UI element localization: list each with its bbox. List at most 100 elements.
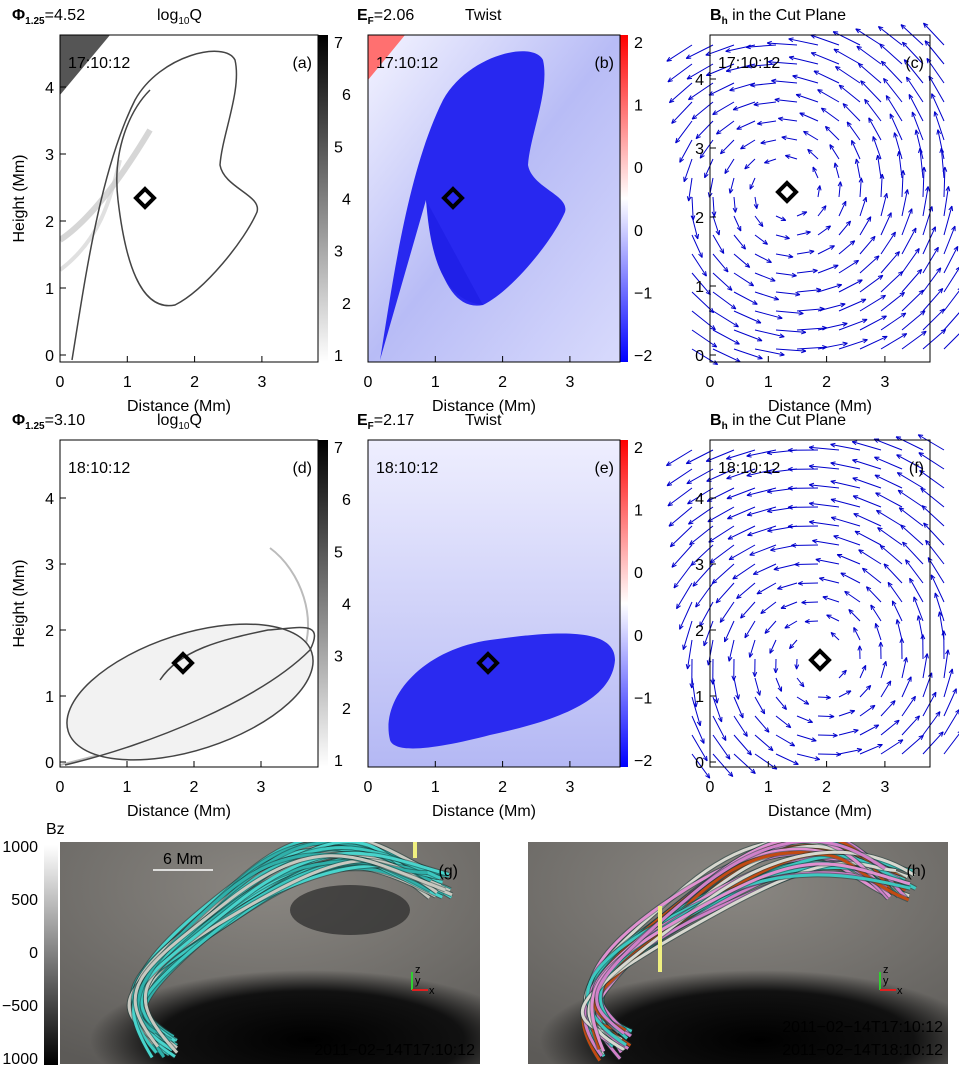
arrow-head — [766, 450, 773, 456]
arrow-head — [879, 173, 885, 179]
colorbar-tick-label: −1 — [634, 690, 652, 707]
arrow-head — [917, 434, 924, 440]
arrow-head — [764, 159, 770, 164]
vector-arrow — [675, 120, 693, 144]
arrow-head — [936, 267, 942, 273]
axis-triad-g — [411, 972, 428, 991]
vector-arrow — [756, 582, 777, 595]
arrow-head — [788, 55, 795, 61]
arrow-head — [756, 690, 761, 696]
vector-arrow — [901, 676, 912, 698]
title-subscript: 1.25 — [25, 16, 45, 27]
arrow-head — [744, 632, 750, 639]
vector-arrow — [720, 139, 735, 155]
vector-arrow — [749, 177, 756, 190]
vector-arrow — [830, 632, 840, 641]
arrow-head — [711, 342, 718, 348]
vector-arrow — [875, 623, 882, 641]
vector-arrow — [803, 130, 819, 141]
arrow-head — [861, 567, 868, 573]
colorbar-tick-label: 7 — [334, 35, 343, 52]
arrow-head — [728, 771, 734, 777]
arrow-head — [856, 747, 863, 753]
arrow-head — [770, 547, 776, 552]
y-tick-label: 3 — [45, 557, 54, 574]
vector-arrow — [943, 267, 959, 293]
arrow-head — [784, 154, 791, 160]
arrow-head — [808, 501, 815, 507]
x-tick-label: 2 — [822, 779, 831, 796]
vector-arrow — [880, 700, 896, 717]
arrow-head — [666, 481, 673, 487]
vector-arrow — [877, 155, 882, 179]
panel-quantity: log10Q — [157, 412, 202, 432]
arrow-head — [853, 627, 858, 633]
arrow-head — [858, 549, 864, 555]
x-tick-label: 2 — [498, 779, 507, 796]
vector-arrow — [880, 719, 900, 736]
vector-arrow — [815, 558, 840, 565]
arrow-head — [762, 239, 768, 245]
vector-arrow — [711, 563, 735, 584]
colorbar-tick-label: 0 — [634, 565, 643, 582]
x-tick-label: 0 — [706, 374, 715, 391]
arrow-head — [830, 479, 836, 485]
arrow-head — [801, 211, 808, 216]
vector-arrow — [796, 327, 827, 331]
arrow-head — [825, 695, 831, 700]
vector-arrow — [775, 734, 795, 747]
arrow-head — [813, 70, 819, 76]
arrow-head — [756, 336, 763, 342]
vector-arrow — [726, 449, 756, 460]
arrow-head — [854, 530, 861, 536]
vector-arrow — [862, 567, 882, 584]
panel-h-image — [528, 842, 948, 1064]
vector-arrow — [775, 753, 799, 765]
colorbar-tick-label: 1 — [334, 348, 343, 365]
vector-arrow — [775, 272, 797, 277]
arrow-head — [781, 704, 787, 710]
y-tick-label: 2 — [45, 623, 54, 640]
vector-arrow — [754, 677, 761, 696]
arrow-head — [746, 492, 752, 497]
y-tick-label: 3 — [695, 141, 704, 158]
quantity-main: Twist — [465, 412, 502, 429]
vector-arrow — [930, 574, 945, 603]
arrow-head — [793, 760, 799, 765]
arrow-head — [853, 513, 859, 518]
vector-arrow — [817, 245, 835, 255]
vector-arrow — [781, 136, 798, 141]
y-axis-label: Height (Mm) — [11, 559, 28, 647]
arrow-head — [819, 576, 825, 582]
panel-a-image — [60, 35, 318, 362]
y-tick-label: 1 — [695, 279, 704, 296]
arrow-head — [673, 583, 679, 589]
vector-arrow — [901, 310, 926, 331]
colorbar-tick-label: 0 — [634, 628, 643, 645]
colorbar-tick-label: 1 — [634, 503, 643, 520]
vector-arrow — [879, 43, 903, 65]
vector-arrow — [819, 577, 840, 584]
arrow-head — [726, 455, 732, 460]
arrow-head — [736, 125, 742, 130]
axis-letter: y — [883, 975, 889, 987]
x-tick-label: 3 — [257, 374, 266, 391]
arrow-head — [717, 716, 723, 723]
panel-g-image — [60, 842, 480, 1064]
vector-arrow — [679, 601, 693, 630]
title-symbol: Φ — [12, 7, 25, 24]
panel-label: (a) — [292, 55, 312, 72]
arrow-head — [908, 208, 913, 214]
vector-arrow — [775, 677, 782, 692]
vector-arrow — [876, 509, 903, 527]
arrow-head — [788, 253, 794, 259]
arrow-head — [767, 527, 773, 533]
vector-arrow — [943, 733, 959, 755]
vector-arrow — [744, 158, 756, 170]
arrow-head — [712, 110, 718, 116]
arrow-head — [801, 348, 807, 354]
vector-arrow — [817, 185, 821, 198]
arrow-head — [938, 731, 944, 737]
arrow-head — [862, 338, 868, 344]
vector-arrow — [880, 333, 907, 350]
